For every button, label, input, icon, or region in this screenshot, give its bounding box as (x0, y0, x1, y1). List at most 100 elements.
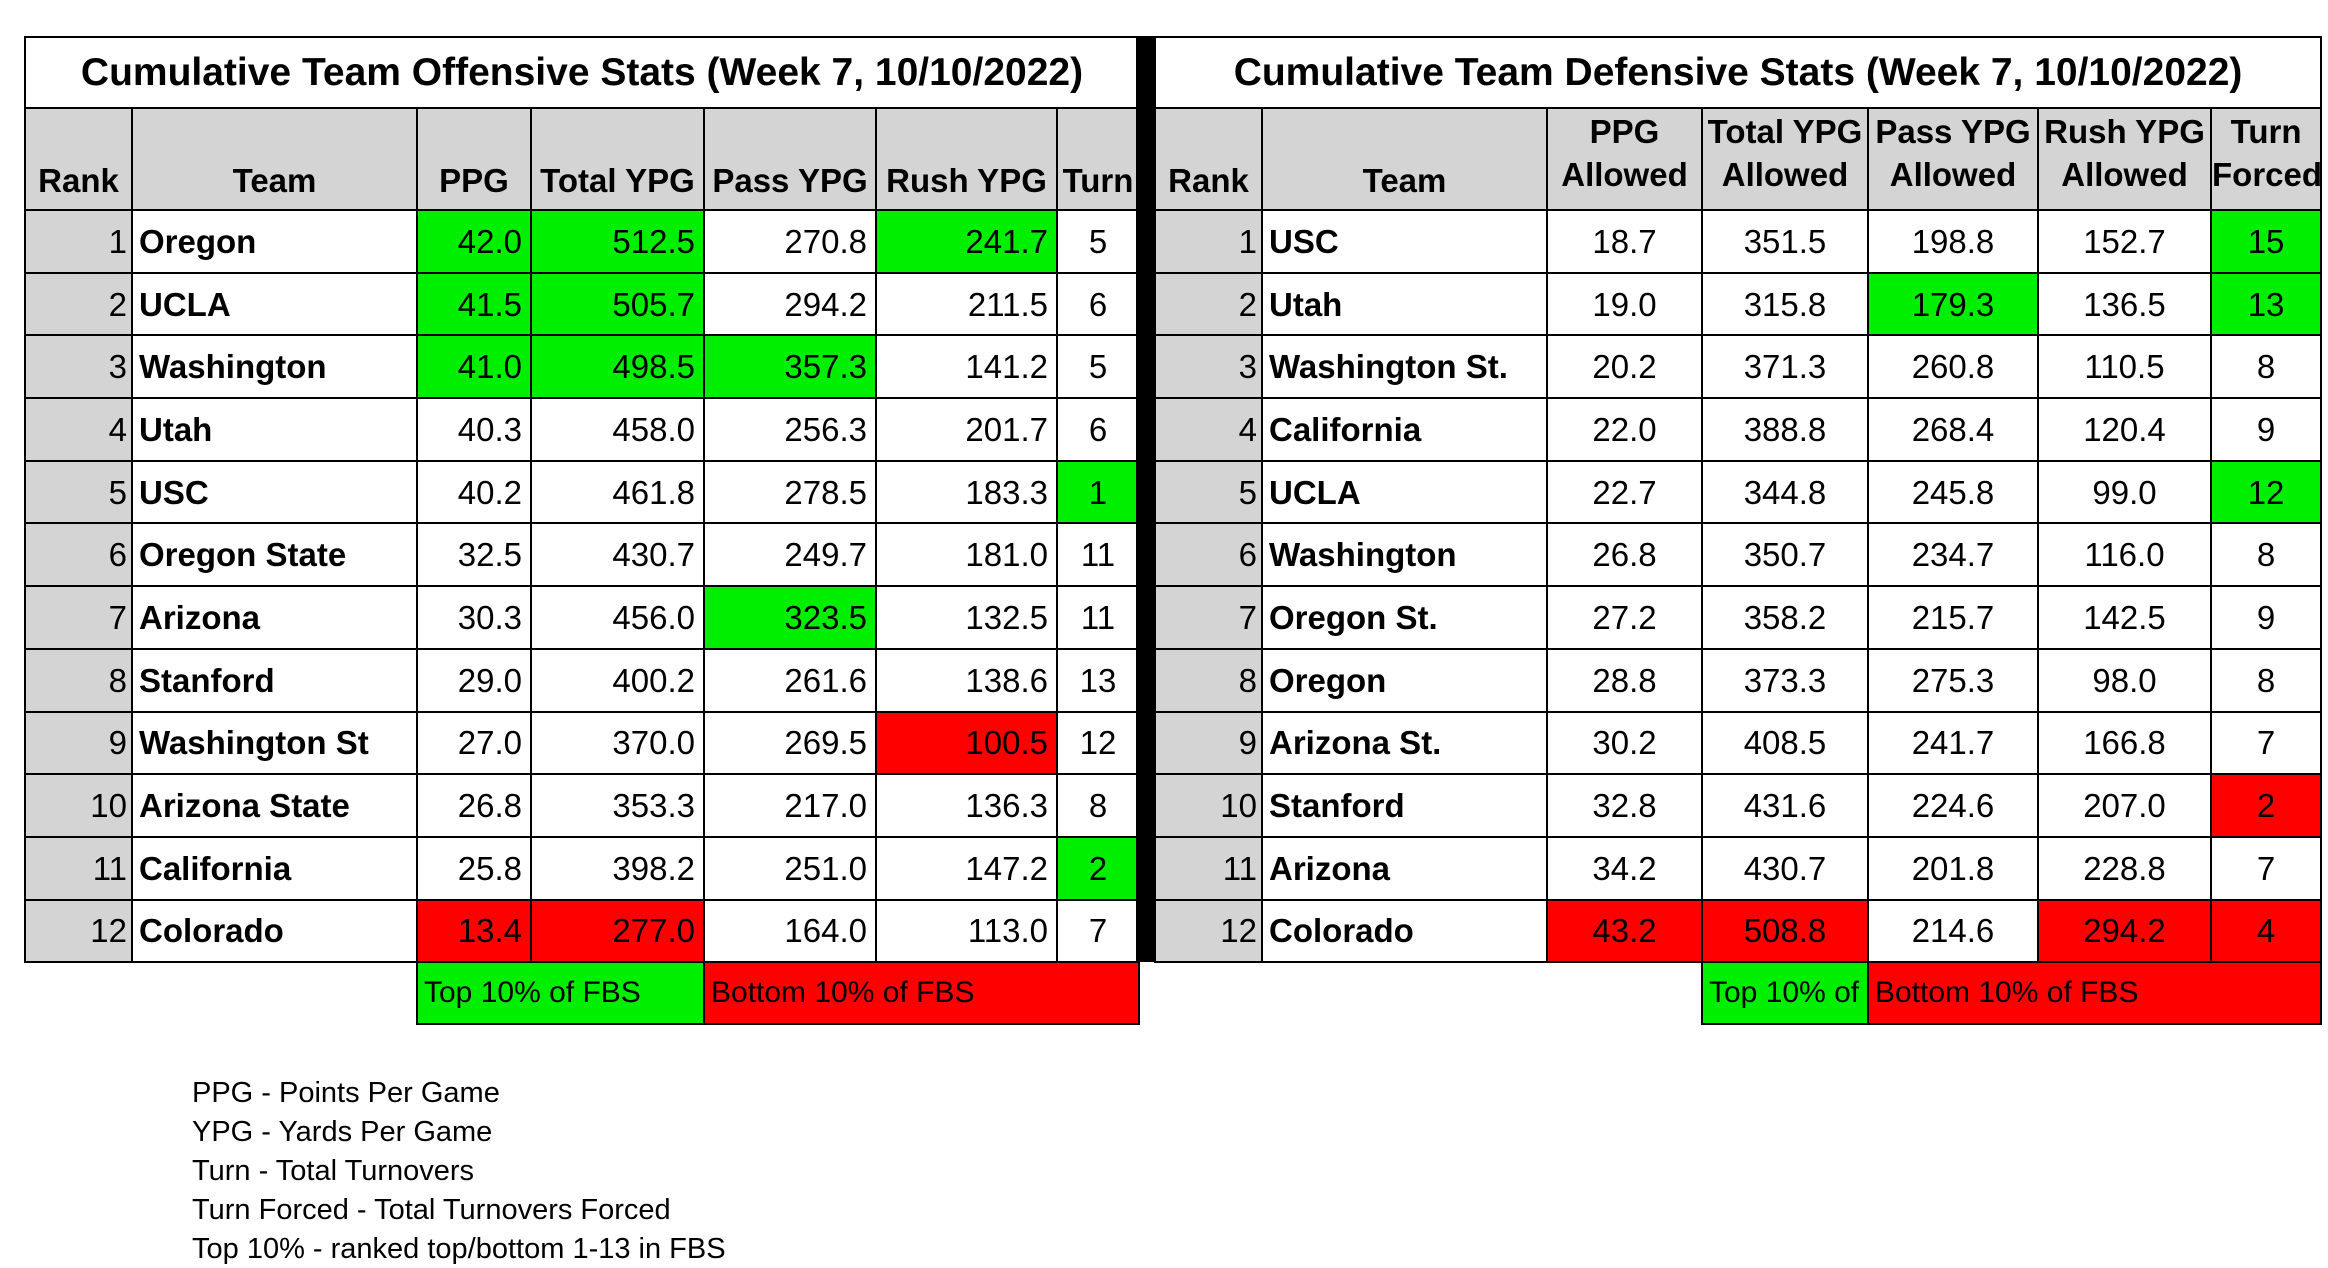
table-divider (1136, 36, 1154, 962)
rank-cell: 12 (24, 898, 133, 964)
rush-ypg-cell: 138.6 (875, 647, 1058, 713)
turn-forced-cell: 12 (2209, 459, 2323, 525)
team-cell: Oregon State (131, 522, 418, 588)
team-cell: Oregon (1261, 647, 1548, 713)
glossary-notes: PPG - Points Per Game YPG - Yards Per Ga… (192, 1074, 726, 1268)
total-ypg-cell: 400.2 (530, 647, 705, 713)
team-cell: Colorado (1261, 898, 1548, 964)
defense-title: Cumulative Team Defensive Stats (Week 7,… (1153, 36, 2323, 109)
total-ypg-cell: 505.7 (530, 271, 705, 337)
total-ypg-cell: 456.0 (530, 585, 705, 650)
rush-ypg-cell: 183.3 (875, 459, 1058, 525)
col-header-rank: Rank (1154, 107, 1263, 211)
ppg-allowed-cell: 22.0 (1546, 397, 1703, 462)
total-ypg-cell: 398.2 (530, 835, 705, 901)
turn-cell: 5 (1055, 209, 1141, 274)
rush-ypg-cell: 211.5 (875, 271, 1058, 337)
rush-ypg-allowed-cell: 207.0 (2037, 773, 2212, 838)
ppg-allowed-cell: 20.2 (1546, 334, 1703, 400)
ppg-allowed-cell: 30.2 (1546, 710, 1703, 776)
total-ypg-allowed-cell: 350.7 (1701, 522, 1869, 588)
pass-ypg-cell: 323.5 (703, 585, 877, 650)
table-row: 8 Oregon 28.8 373.3 275.3 98.0 8 (1154, 647, 2323, 713)
rush-ypg-allowed-cell: 120.4 (2037, 397, 2212, 462)
rush-ypg-allowed-cell: 166.8 (2037, 710, 2212, 776)
total-ypg-cell: 461.8 (530, 459, 705, 525)
table-row: 12 Colorado 13.4 277.0 164.0 113.0 7 (24, 898, 1141, 964)
team-cell: Arizona State (131, 773, 418, 838)
total-ypg-cell: 512.5 (530, 209, 705, 274)
rank-cell: 7 (1154, 585, 1263, 650)
pass-ypg-cell: 164.0 (703, 898, 877, 964)
turn-forced-cell: 8 (2209, 334, 2323, 400)
rank-cell: 2 (1154, 271, 1263, 337)
table-row: 9 Arizona St. 30.2 408.5 241.7 166.8 7 (1154, 710, 2323, 776)
total-ypg-cell: 277.0 (530, 898, 705, 964)
total-ypg-allowed-cell: 373.3 (1701, 647, 1869, 713)
turn-forced-cell: 8 (2209, 647, 2323, 713)
team-cell: Oregon (131, 209, 418, 274)
turn-forced-cell: 7 (2209, 710, 2323, 776)
rush-ypg-allowed-cell: 99.0 (2037, 459, 2212, 525)
team-cell: Arizona (131, 585, 418, 650)
pass-ypg-cell: 256.3 (703, 397, 877, 462)
pass-ypg-allowed-cell: 201.8 (1867, 835, 2039, 901)
team-cell: Stanford (1261, 773, 1548, 838)
col-header-rank: Rank (24, 107, 133, 211)
rush-ypg-allowed-cell: 98.0 (2037, 647, 2212, 713)
rank-cell: 7 (24, 585, 133, 650)
turn-cell: 8 (1055, 773, 1141, 838)
team-cell: Colorado (131, 898, 418, 964)
rush-ypg-cell: 181.0 (875, 522, 1058, 588)
ppg-cell: 32.5 (416, 522, 532, 588)
rush-ypg-cell: 147.2 (875, 835, 1058, 901)
ppg-cell: 26.8 (416, 773, 532, 838)
col-header-ppg: PPG (416, 107, 532, 211)
ppg-cell: 41.5 (416, 271, 532, 337)
table-row: 6 Oregon State 32.5 430.7 249.7 181.0 11 (24, 522, 1141, 588)
total-ypg-allowed-cell: 358.2 (1701, 585, 1869, 650)
rush-ypg-allowed-cell: 110.5 (2037, 334, 2212, 400)
offense-legend: Top 10% of FBS Bottom 10% of FBS (25, 961, 1141, 1026)
turn-forced-cell: 9 (2209, 397, 2323, 462)
table-row: 8 Stanford 29.0 400.2 261.6 138.6 13 (24, 647, 1141, 713)
pass-ypg-allowed-cell: 198.8 (1867, 209, 2039, 274)
rush-ypg-allowed-cell: 116.0 (2037, 522, 2212, 588)
table-row: 4 Utah 40.3 458.0 256.3 201.7 6 (24, 397, 1141, 462)
table-row: 1 Oregon 42.0 512.5 270.8 241.7 5 (24, 209, 1141, 274)
note-line: PPG - Points Per Game (192, 1077, 500, 1109)
turn-forced-cell: 13 (2209, 271, 2323, 337)
pass-ypg-cell: 261.6 (703, 647, 877, 713)
legend-bottom-10: Bottom 10% of FBS (702, 961, 1141, 1026)
turn-cell: 2 (1055, 835, 1141, 901)
pass-ypg-cell: 269.5 (703, 710, 877, 776)
rush-ypg-cell: 100.5 (875, 710, 1058, 776)
legend-bottom-10: Bottom 10% of FBS (1866, 961, 2323, 1026)
ppg-cell: 13.4 (416, 898, 532, 964)
rank-cell: 4 (24, 397, 133, 462)
defense-legend: Top 10% of FBS Bottom 10% of FBS (1155, 961, 2323, 1026)
ppg-allowed-cell: 26.8 (1546, 522, 1703, 588)
col-header-pass-ypg-allowed: Pass YPG Allowed (1867, 107, 2039, 211)
rank-cell: 2 (24, 271, 133, 337)
turn-cell: 11 (1055, 585, 1141, 650)
total-ypg-allowed-cell: 315.8 (1701, 271, 1869, 337)
turn-cell: 13 (1055, 647, 1141, 713)
col-header-rush-ypg-allowed: Rush YPG Allowed (2037, 107, 2212, 211)
team-cell: USC (1261, 209, 1548, 274)
rank-cell: 10 (1154, 773, 1263, 838)
total-ypg-allowed-cell: 371.3 (1701, 334, 1869, 400)
team-cell: UCLA (1261, 459, 1548, 525)
pass-ypg-cell: 217.0 (703, 773, 877, 838)
table-row: 9 Washington St 27.0 370.0 269.5 100.5 12 (24, 710, 1141, 776)
ppg-allowed-cell: 27.2 (1546, 585, 1703, 650)
turn-cell: 1 (1055, 459, 1141, 525)
note-line: YPG - Yards Per Game (192, 1116, 493, 1148)
team-cell: UCLA (131, 271, 418, 337)
ppg-allowed-cell: 32.8 (1546, 773, 1703, 838)
note-line: Turn Forced - Total Turnovers Forced (192, 1194, 671, 1226)
table-row: 10 Stanford 32.8 431.6 224.6 207.0 2 (1154, 773, 2323, 838)
note-line: Turn - Total Turnovers (192, 1155, 475, 1187)
pass-ypg-cell: 251.0 (703, 835, 877, 901)
col-header-total-ypg: Total YPG (530, 107, 705, 211)
